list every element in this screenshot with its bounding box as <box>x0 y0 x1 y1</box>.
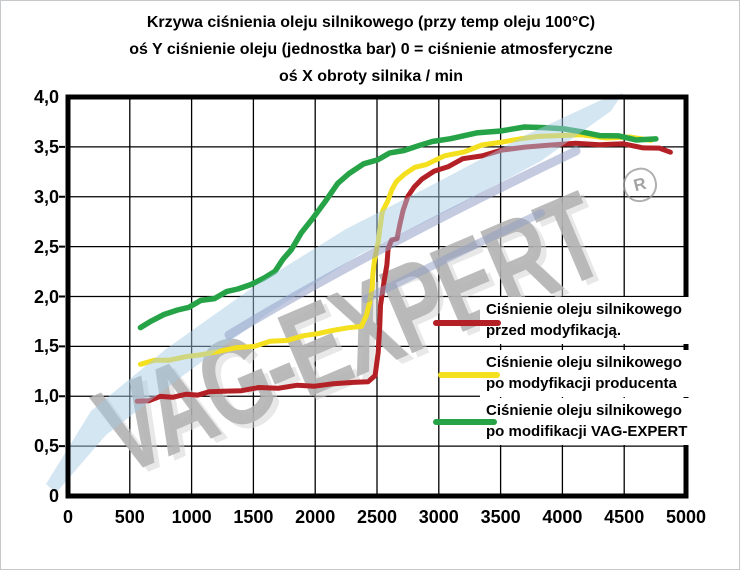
y-tick-label: 2,0 <box>33 286 59 307</box>
y-tick-label: 3,0 <box>33 186 59 207</box>
legend-label-line2: po modyfikacji producenta <box>486 375 677 392</box>
x-tick-label: 2500 <box>356 507 398 527</box>
x-tick-label: 5000 <box>665 507 707 527</box>
legend-swatch-green <box>433 419 497 425</box>
x-tick-label: 1500 <box>233 507 274 527</box>
chart-title-line2: oś Y ciśnienie oleju (jednostka bar) 0 =… <box>129 41 613 58</box>
x-tick-label: 3500 <box>480 507 521 527</box>
chart-title: Krzywa ciśnienia oleju silnikowego (przy… <box>1 9 739 90</box>
legend-label-line1: Ciśnienie oleju silnikowego <box>486 402 682 419</box>
y-tick-label: 0,5 <box>33 436 59 457</box>
y-tick-label: 3,5 <box>33 136 59 157</box>
legend-swatch-yellow <box>438 372 500 378</box>
x-tick-label: 2000 <box>295 507 336 527</box>
x-tick-label: 500 <box>114 507 145 527</box>
legend-swatch-red <box>433 320 501 326</box>
watermark-swoosh-icon <box>46 93 623 493</box>
y-tick-label: 1,5 <box>33 336 59 357</box>
series-line-0 <box>134 140 673 404</box>
plot-border <box>65 94 689 499</box>
legend-item-przed-modyfikacja: Ciśnienie oleju silnikowego przed modyfi… <box>480 297 721 344</box>
x-tick-label: 3000 <box>418 507 459 527</box>
y-tick-label: 1,0 <box>33 386 59 407</box>
x-tick-label: 1000 <box>171 507 212 527</box>
legend-label-line2: po modifikacji VAG-EXPERT <box>486 423 688 440</box>
x-tick-label: 0 <box>62 507 73 527</box>
legend-label-line1: Ciśnienie oleju silnikowego <box>486 354 682 371</box>
y-tick-label: 2,5 <box>33 236 59 257</box>
x-tick-label: 4000 <box>542 507 583 527</box>
y-tick-label: 0 <box>48 486 59 506</box>
legend-label-line2: przed modyfikacją. <box>486 322 622 339</box>
y-tick-label: 4,0 <box>33 87 59 107</box>
legend-label-line1: Ciśnienie oleju silnikowego <box>486 301 682 318</box>
series-line-2 <box>137 124 659 331</box>
x-tick-label: 4500 <box>604 507 645 527</box>
legend-item-modifikacja-vag-expert: Ciśnienie oleju silnikowego po modifikac… <box>480 398 721 445</box>
chart-title-line3: oś X obroty silnika / min <box>278 68 464 85</box>
chart-title-line1: Krzywa ciśnienia oleju silnikowego (przy… <box>146 14 596 31</box>
legend-item-modyfikacja-producenta: Ciśnienie oleju silnikowego po modyfikac… <box>480 350 721 397</box>
